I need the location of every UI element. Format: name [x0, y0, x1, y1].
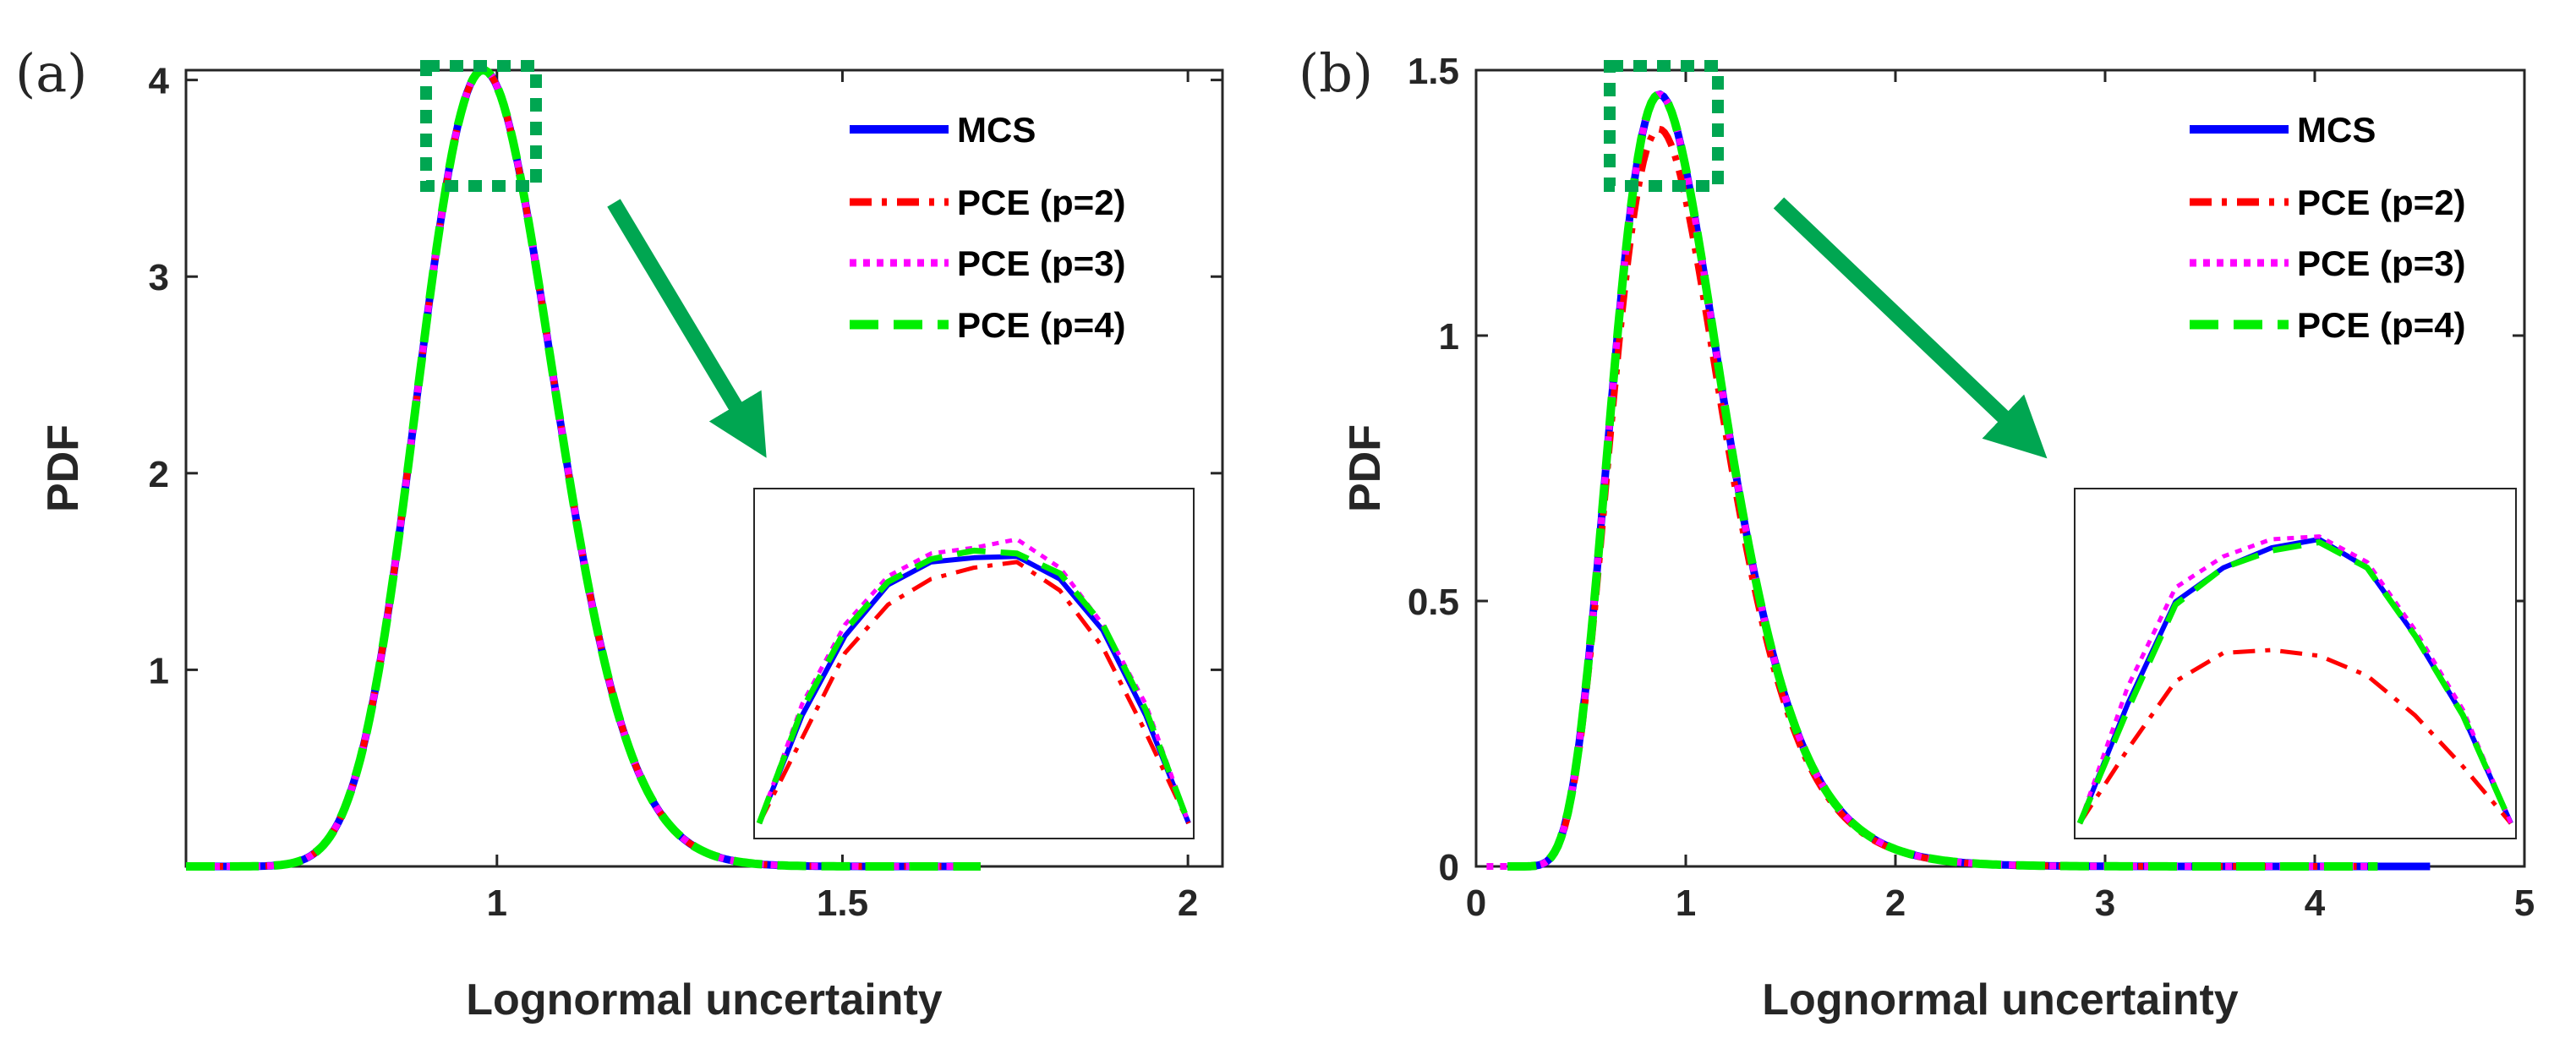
- inset-line-4: [2076, 538, 2514, 825]
- x-tick-label: 1: [1676, 882, 1696, 924]
- chart-panel-b: (b) 0 1 2 3 4 5 0 0.5 1 1.5 Lognormal uncertaint…: [1299, 42, 2535, 1024]
- x-tick-label: 2: [1178, 882, 1198, 924]
- y-ticks-a: 1 2 3 4: [149, 61, 1222, 691]
- y-tick-label: 3: [149, 257, 169, 298]
- series-line-4: [184, 66, 982, 871]
- x-tick-label: 2: [1885, 882, 1906, 924]
- y-tick-label: 1: [1439, 316, 1459, 358]
- x-ticks-b: 0 1 2 3 4 5: [1466, 70, 2535, 924]
- series-group-a: [184, 66, 982, 871]
- legend-label-pce2: PCE (p=2): [957, 183, 1126, 222]
- x-tick-label: 3: [2095, 882, 2115, 924]
- y-tick-label: 0: [1439, 847, 1459, 888]
- legend-label-mcs: MCS: [2297, 110, 2376, 150]
- y-tick-label: 4: [149, 61, 170, 102]
- y-tick-label: 1: [149, 650, 169, 691]
- inset-box-a: [753, 488, 1195, 839]
- x-ticks-a: 1 1.5 2: [487, 70, 1198, 924]
- plot-frame-a: [184, 68, 1224, 868]
- x-axis-title-a: Lognormal uncertainty: [466, 975, 942, 1024]
- y-tick-label: 2: [149, 454, 169, 495]
- legend-label-pce3: PCE (p=3): [957, 243, 1126, 283]
- y-axis-title-b: PDF: [1341, 424, 1390, 512]
- legend-label-pce4: PCE (p=4): [2297, 305, 2466, 345]
- legend-label-pce3: PCE (p=3): [2297, 243, 2466, 283]
- legend-label-pce4: PCE (p=4): [957, 305, 1126, 345]
- y-tick-label: 0.5: [1408, 582, 1459, 623]
- panel-label-a: (a): [15, 42, 87, 104]
- zoom-box-a: [420, 60, 542, 192]
- inset-line-2: [757, 560, 1191, 825]
- x-tick-label: 4: [2305, 882, 2326, 924]
- x-axis-title-b: Lognormal uncertainty: [1762, 975, 2238, 1024]
- x-tick-label: 0: [1466, 882, 1486, 924]
- panel-label-b: (b): [1299, 42, 1373, 104]
- legend-label-pce2: PCE (p=2): [2297, 183, 2466, 222]
- legend-a: MCS PCE (p=2) PCE (p=3) PCE (p=4): [850, 110, 1126, 345]
- series-line-4: [1507, 90, 2379, 871]
- zoom-arrow-a: [607, 199, 767, 458]
- x-tick-label: 1: [487, 882, 507, 924]
- inset-line-2: [2077, 647, 2513, 825]
- zoom-arrow-b: [1773, 197, 2048, 459]
- y-axis-title-a: PDF: [39, 424, 88, 512]
- zoom-box-b: [1604, 60, 1724, 192]
- legend-b: MCS PCE (p=2) PCE (p=3) PCE (p=4): [2190, 110, 2466, 345]
- x-tick-label: 5: [2514, 882, 2535, 924]
- y-tick-label: 1.5: [1408, 51, 1459, 92]
- inset-line-4: [756, 547, 1192, 825]
- inset-series-b: [2076, 534, 2514, 825]
- series-group-b: [1486, 90, 2431, 871]
- inset-series-a: [756, 537, 1192, 825]
- legend-label-mcs: MCS: [957, 110, 1036, 150]
- x-tick-label: 1.5: [817, 882, 868, 924]
